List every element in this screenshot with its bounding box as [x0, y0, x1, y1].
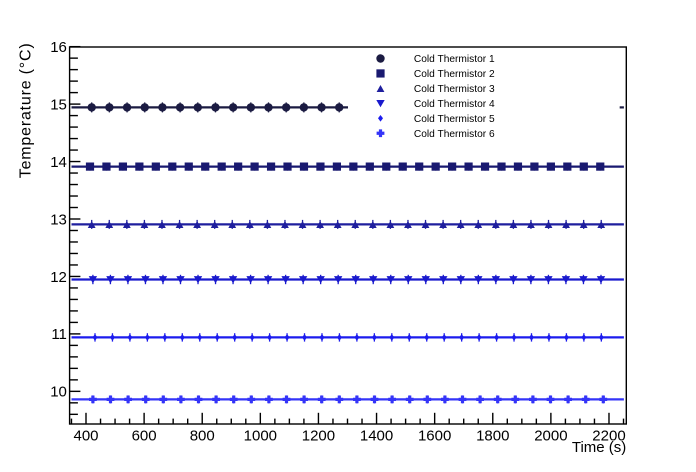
- svg-text:2000: 2000: [534, 428, 567, 445]
- svg-text:13: 13: [50, 211, 67, 228]
- svg-text:Cold Thermistor 2: Cold Thermistor 2: [414, 69, 495, 80]
- svg-text:15: 15: [50, 96, 67, 113]
- svg-text:400: 400: [73, 428, 98, 445]
- svg-text:800: 800: [190, 428, 215, 445]
- svg-text:Cold Thermistor 4: Cold Thermistor 4: [414, 99, 495, 110]
- svg-text:10: 10: [50, 384, 67, 401]
- svg-text:1600: 1600: [418, 428, 451, 445]
- svg-text:12: 12: [50, 269, 67, 286]
- svg-text:Cold Thermistor 1: Cold Thermistor 1: [414, 54, 495, 65]
- svg-text:11: 11: [51, 326, 67, 343]
- svg-text:Cold Thermistor 5: Cold Thermistor 5: [414, 114, 495, 125]
- svg-text:1800: 1800: [476, 428, 509, 445]
- svg-text:Time (s): Time (s): [572, 439, 626, 456]
- svg-text:16: 16: [50, 39, 67, 56]
- svg-text:Cold Thermistor 3: Cold Thermistor 3: [414, 84, 495, 95]
- svg-text:14: 14: [50, 154, 67, 171]
- svg-text:Cold Thermistor 6: Cold Thermistor 6: [414, 129, 495, 140]
- svg-text:2200: 2200: [592, 428, 625, 445]
- svg-text:1000: 1000: [244, 428, 277, 445]
- svg-text:Temperature (°C): Temperature (°C): [18, 43, 35, 179]
- svg-text:1400: 1400: [360, 428, 393, 445]
- svg-text:1200: 1200: [302, 428, 335, 445]
- svg-text:600: 600: [132, 428, 157, 445]
